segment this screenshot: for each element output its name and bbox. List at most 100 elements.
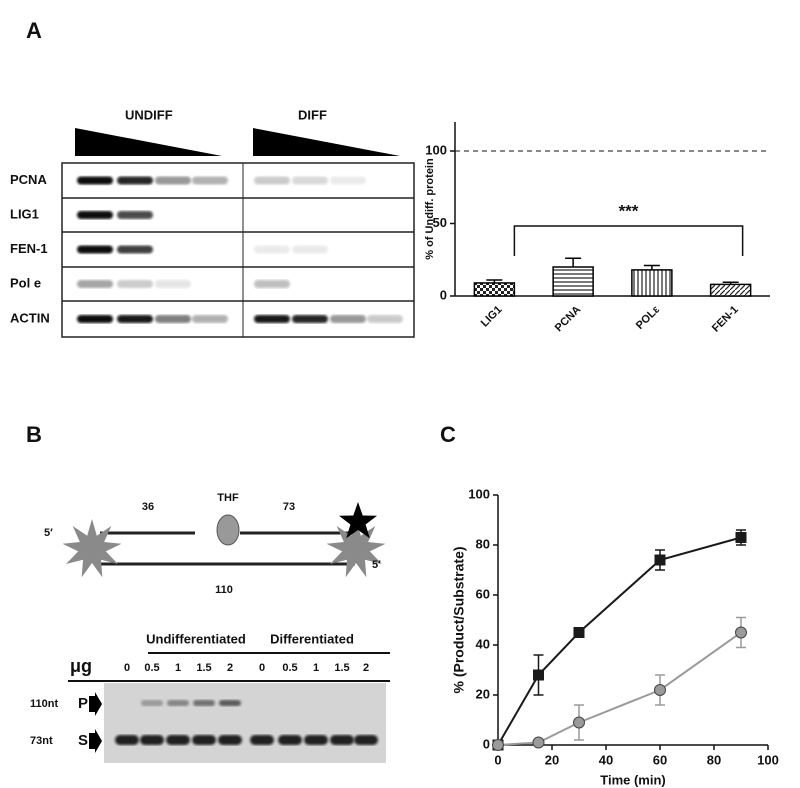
y-axis-label: % of Undiff. protein (424, 158, 436, 260)
significance-label: *** (619, 201, 639, 220)
bar (552, 266, 594, 297)
band (155, 315, 191, 323)
band (117, 315, 153, 323)
gel-image (104, 683, 386, 763)
band (192, 176, 228, 185)
lane-label: 1 (313, 662, 319, 674)
gel-band (354, 735, 378, 745)
row-label: PCNA (10, 172, 47, 187)
y-tick-label: 0 (440, 287, 447, 302)
x-tick-label: POLε (634, 303, 663, 332)
lane-label: 0 (124, 662, 130, 674)
marker (654, 554, 666, 566)
band-label: S (78, 732, 88, 749)
x-tick-label: 80 (707, 752, 721, 767)
bar-chart: 0 50 100% of Undiff. protein LIG1 PCNA POLε FE… (424, 122, 770, 335)
gel-band (218, 735, 242, 745)
lane-label: 1 (175, 662, 181, 674)
y-tick-label: 50 (433, 215, 447, 230)
substrate-diagram: 36 THF 73 110 5′ 5′ (44, 492, 386, 596)
band (367, 315, 403, 323)
band (292, 245, 328, 254)
error-bar (643, 264, 660, 270)
bar (709, 283, 752, 297)
gel-band (304, 735, 328, 745)
marker (573, 716, 585, 729)
group-label: Differentiated (270, 631, 354, 646)
band (117, 211, 153, 219)
gel-band (140, 735, 164, 745)
row-label: FEN-1 (10, 241, 48, 256)
x-tick-label: PCNA (553, 304, 584, 335)
gel-band (115, 735, 139, 745)
row-label: Pol e (10, 275, 41, 290)
band (330, 315, 366, 323)
band-size: 110nt (30, 698, 58, 710)
lane-label: 1.5 (196, 662, 211, 674)
band (117, 245, 153, 254)
group-label: DIFF (298, 107, 327, 122)
marker (532, 736, 545, 749)
gel-band (167, 700, 189, 706)
marker (492, 739, 504, 751)
lane-label: 0 (259, 662, 265, 674)
row-label: LIG1 (10, 206, 39, 221)
y-tick-label: 20 (476, 686, 490, 701)
band (77, 211, 113, 219)
band (254, 280, 290, 288)
panel-label: A (26, 18, 42, 43)
error-bar (722, 281, 739, 285)
panel-label: C (440, 422, 456, 447)
gel: Undifferentiated Differentiated μg 110nt… (30, 631, 390, 763)
gel-band (219, 700, 241, 706)
x-tick-label: 20 (545, 752, 559, 767)
series-line (497, 536, 742, 746)
arrow (89, 729, 102, 753)
length-label: 110 (215, 584, 233, 596)
row-label: ACTIN (10, 310, 50, 325)
y-tick-label: 100 (468, 486, 490, 501)
fluorophore (326, 519, 386, 578)
lane-label: 2 (227, 662, 233, 674)
x-tick-label: 60 (653, 752, 667, 767)
gel-band (330, 735, 354, 745)
y-tick-label: 100 (425, 142, 447, 157)
y-tick-label: 60 (476, 586, 490, 601)
lane-label: 2 (363, 662, 369, 674)
arrow (89, 692, 102, 716)
x-tick-label: 40 (599, 752, 613, 767)
band (77, 176, 113, 185)
bar (473, 282, 516, 297)
marker (735, 626, 747, 639)
y-axis-label: % (Product/Substrate) (451, 546, 467, 693)
y-tick-label: 40 (476, 636, 490, 651)
unit-label: μg (70, 656, 92, 676)
lane-label: 1.5 (334, 662, 349, 674)
length-label: 73 (283, 501, 295, 513)
length-label: 36 (142, 501, 154, 513)
band (155, 176, 191, 185)
band (254, 315, 290, 323)
x-tick-label: FEN-1 (710, 304, 741, 335)
gel-band (192, 735, 216, 745)
marker (573, 627, 585, 638)
marker (654, 684, 666, 696)
band (77, 245, 113, 254)
panel-label: B (26, 422, 42, 447)
group-label: Undifferentiated (146, 631, 246, 646)
band (155, 280, 191, 288)
gel-band (141, 700, 163, 706)
end-label: 5′ (372, 559, 381, 571)
x-tick-label: LIG1 (479, 304, 505, 330)
blot-frame (61, 162, 415, 338)
lesion-label: THF (217, 492, 239, 504)
band (254, 176, 290, 185)
x-tick-label: 0 (494, 752, 501, 767)
band (330, 176, 366, 185)
gel-band (193, 700, 215, 706)
x-axis-label: Time (min) (600, 772, 666, 787)
band (292, 315, 328, 323)
y-tick-label: 0 (483, 736, 490, 751)
band (254, 245, 290, 254)
